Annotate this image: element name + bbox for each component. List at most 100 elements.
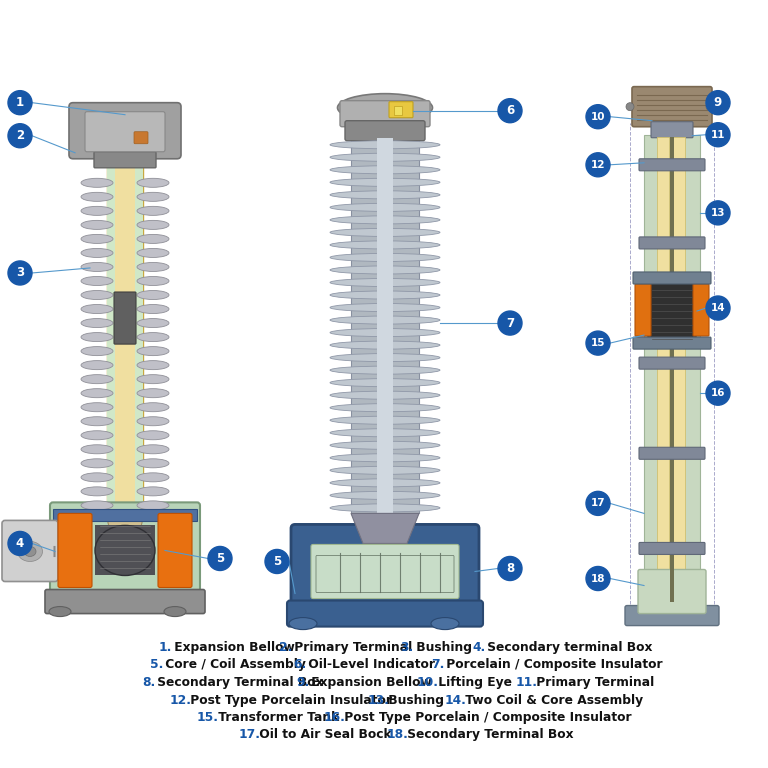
Text: 5: 5	[216, 552, 224, 565]
Ellipse shape	[81, 319, 113, 328]
Circle shape	[498, 311, 522, 335]
Ellipse shape	[706, 103, 714, 111]
Ellipse shape	[330, 241, 440, 249]
FancyBboxPatch shape	[287, 601, 483, 627]
Polygon shape	[351, 513, 419, 544]
Ellipse shape	[81, 501, 113, 510]
Circle shape	[498, 557, 522, 581]
Text: 12: 12	[591, 160, 605, 170]
Ellipse shape	[18, 541, 42, 561]
Ellipse shape	[330, 341, 440, 349]
FancyBboxPatch shape	[625, 605, 719, 626]
FancyBboxPatch shape	[291, 525, 479, 613]
Text: 2.: 2.	[280, 641, 293, 654]
Text: 17.: 17.	[238, 728, 260, 741]
Ellipse shape	[330, 379, 440, 386]
Text: 10: 10	[591, 111, 605, 121]
Ellipse shape	[24, 547, 36, 557]
FancyBboxPatch shape	[85, 111, 165, 152]
Text: 16: 16	[710, 388, 725, 398]
Ellipse shape	[81, 234, 113, 243]
Text: 7.: 7.	[431, 658, 444, 671]
Text: Oil to Air Seal Bock: Oil to Air Seal Bock	[255, 728, 392, 741]
FancyBboxPatch shape	[95, 525, 155, 575]
Circle shape	[208, 547, 232, 571]
Ellipse shape	[95, 525, 155, 575]
Ellipse shape	[330, 204, 440, 211]
Ellipse shape	[330, 216, 440, 224]
Text: 9: 9	[714, 96, 722, 109]
Ellipse shape	[137, 361, 169, 369]
Ellipse shape	[137, 234, 169, 243]
Ellipse shape	[164, 607, 186, 617]
FancyBboxPatch shape	[345, 121, 425, 141]
Ellipse shape	[81, 346, 113, 356]
Circle shape	[265, 549, 289, 574]
Circle shape	[586, 492, 610, 515]
FancyBboxPatch shape	[58, 513, 92, 588]
Ellipse shape	[81, 248, 113, 257]
Ellipse shape	[330, 266, 440, 274]
Ellipse shape	[81, 333, 113, 342]
Text: 6: 6	[506, 104, 514, 118]
Ellipse shape	[137, 417, 169, 425]
Polygon shape	[107, 518, 143, 544]
Ellipse shape	[137, 402, 169, 412]
FancyBboxPatch shape	[389, 101, 413, 118]
Circle shape	[586, 567, 610, 591]
Text: 1: 1	[16, 96, 24, 109]
Ellipse shape	[81, 305, 113, 313]
Ellipse shape	[330, 492, 440, 499]
Ellipse shape	[137, 220, 169, 230]
Circle shape	[586, 331, 610, 355]
Text: 14: 14	[710, 303, 725, 313]
Ellipse shape	[81, 375, 113, 384]
Text: 9.: 9.	[296, 677, 310, 689]
FancyBboxPatch shape	[158, 513, 192, 588]
FancyBboxPatch shape	[351, 137, 419, 513]
Circle shape	[498, 98, 522, 123]
Ellipse shape	[330, 253, 440, 261]
Text: 16.: 16.	[323, 711, 346, 724]
Circle shape	[706, 381, 730, 406]
FancyBboxPatch shape	[638, 570, 706, 614]
Circle shape	[8, 91, 32, 114]
Ellipse shape	[330, 166, 440, 174]
Text: Expansion Bellow: Expansion Bellow	[170, 641, 294, 654]
Ellipse shape	[137, 276, 169, 286]
Ellipse shape	[81, 445, 113, 454]
Ellipse shape	[330, 429, 440, 437]
FancyBboxPatch shape	[633, 272, 711, 284]
Text: Lifting Eye: Lifting Eye	[433, 677, 511, 689]
FancyBboxPatch shape	[633, 337, 711, 349]
Text: Porcelain / Composite Insulator: Porcelain / Composite Insulator	[442, 658, 662, 671]
Text: 14.: 14.	[445, 694, 466, 707]
FancyBboxPatch shape	[69, 103, 181, 159]
Text: Secondary Terminal Box: Secondary Terminal Box	[153, 677, 323, 689]
Ellipse shape	[49, 607, 71, 617]
Ellipse shape	[330, 178, 440, 187]
Circle shape	[8, 531, 32, 555]
FancyBboxPatch shape	[673, 137, 685, 601]
FancyBboxPatch shape	[94, 152, 156, 167]
Ellipse shape	[81, 192, 113, 201]
Ellipse shape	[330, 466, 440, 475]
Text: Post Type Porcelain / Composite Insulator: Post Type Porcelain / Composite Insulato…	[340, 711, 631, 724]
Ellipse shape	[330, 504, 440, 512]
FancyBboxPatch shape	[648, 276, 696, 345]
Ellipse shape	[330, 416, 440, 424]
Text: Post Type Porcelain Insulator: Post Type Porcelain Insulator	[186, 694, 392, 707]
Ellipse shape	[330, 391, 440, 399]
Ellipse shape	[81, 178, 113, 187]
FancyBboxPatch shape	[651, 121, 693, 137]
Ellipse shape	[81, 431, 113, 440]
Text: 7: 7	[506, 316, 514, 329]
Text: 17: 17	[591, 498, 605, 508]
Text: Secondary terminal Box: Secondary terminal Box	[483, 641, 652, 654]
FancyBboxPatch shape	[53, 509, 197, 521]
Ellipse shape	[330, 366, 440, 374]
Text: 15.: 15.	[197, 711, 219, 724]
Ellipse shape	[330, 303, 440, 312]
FancyBboxPatch shape	[670, 137, 674, 601]
Circle shape	[8, 124, 32, 147]
